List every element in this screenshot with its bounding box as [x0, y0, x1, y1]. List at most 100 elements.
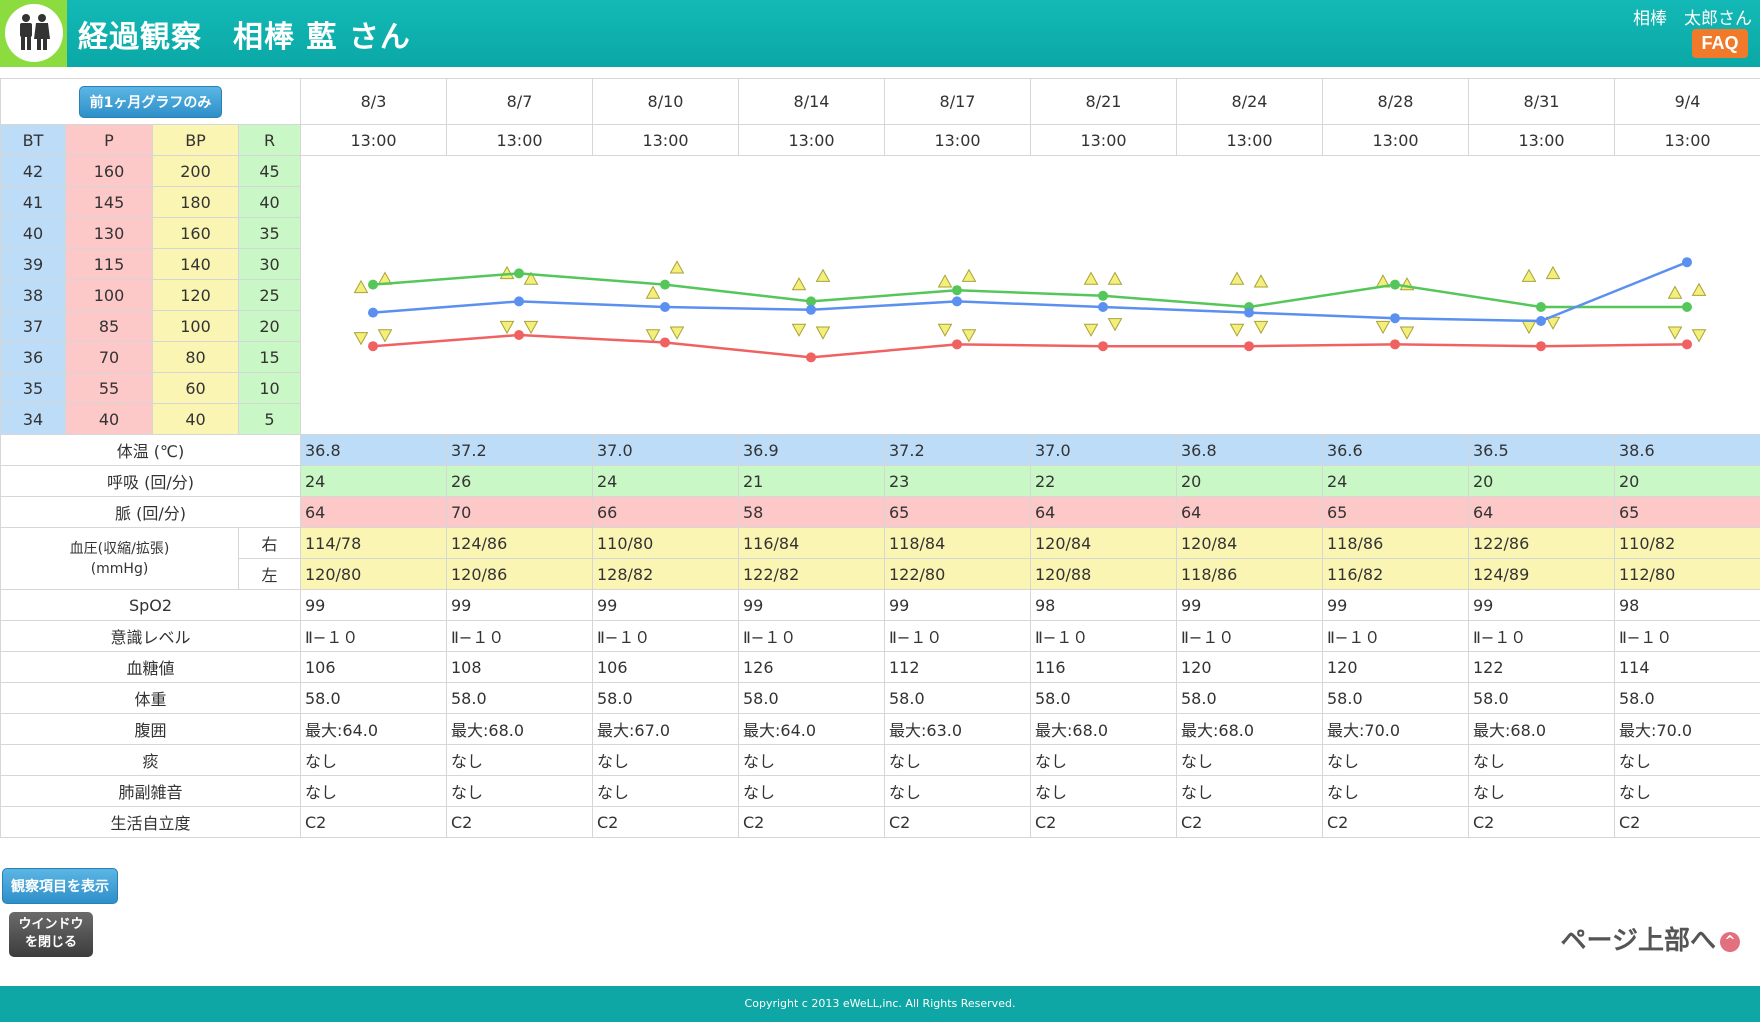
observation-value[interactable]: 58.0	[1614, 682, 1760, 714]
date-header[interactable]: 8/3	[300, 78, 447, 125]
observation-value[interactable]: 58.0	[592, 682, 739, 714]
observation-value[interactable]: C2	[446, 806, 593, 838]
date-header[interactable]: 9/4	[1614, 78, 1760, 125]
observation-value[interactable]: Ⅱ−１０	[1322, 620, 1469, 652]
observation-value[interactable]: なし	[1322, 744, 1469, 776]
observation-value[interactable]: なし	[1176, 744, 1323, 776]
vital-value[interactable]: 64	[300, 496, 447, 528]
vital-value[interactable]: 20	[1614, 465, 1760, 497]
vital-value[interactable]: 24	[1322, 465, 1469, 497]
observation-value[interactable]: 最大:70.0	[1614, 713, 1760, 745]
observation-value[interactable]: 106	[300, 651, 447, 683]
date-header[interactable]: 8/28	[1322, 78, 1469, 125]
bp-value[interactable]: 114/78	[300, 527, 447, 559]
observation-value[interactable]: なし	[1030, 744, 1177, 776]
vital-value[interactable]: 37.0	[592, 434, 739, 466]
vital-value[interactable]: 70	[446, 496, 593, 528]
vital-value[interactable]: 21	[738, 465, 885, 497]
bp-value[interactable]: 110/82	[1614, 527, 1760, 559]
vital-value[interactable]: 36.9	[738, 434, 885, 466]
observation-value[interactable]: C2	[300, 806, 447, 838]
vital-value[interactable]: 24	[300, 465, 447, 497]
observation-value[interactable]: 126	[738, 651, 885, 683]
observation-value[interactable]: 98	[1614, 589, 1760, 621]
observation-value[interactable]: 120	[1176, 651, 1323, 683]
observation-value[interactable]: なし	[884, 744, 1031, 776]
bp-value[interactable]: 120/86	[446, 558, 593, 590]
faq-button[interactable]: FAQ	[1692, 29, 1748, 58]
observation-value[interactable]: 114	[1614, 651, 1760, 683]
observation-value[interactable]: C2	[1030, 806, 1177, 838]
vital-value[interactable]: 66	[592, 496, 739, 528]
bp-value[interactable]: 124/89	[1468, 558, 1615, 590]
observation-value[interactable]: なし	[1614, 744, 1760, 776]
vital-value[interactable]: 26	[446, 465, 593, 497]
vital-value[interactable]: 22	[1030, 465, 1177, 497]
observation-value[interactable]: なし	[1030, 775, 1177, 807]
vital-value[interactable]: 36.8	[300, 434, 447, 466]
date-header[interactable]: 8/10	[592, 78, 739, 125]
observation-value[interactable]: 99	[1176, 589, 1323, 621]
vital-value[interactable]: 20	[1176, 465, 1323, 497]
observation-value[interactable]: C2	[1176, 806, 1323, 838]
vital-value[interactable]: 20	[1468, 465, 1615, 497]
observation-value[interactable]: なし	[300, 775, 447, 807]
observation-value[interactable]: 99	[300, 589, 447, 621]
observation-value[interactable]: 最大:68.0	[446, 713, 593, 745]
observation-value[interactable]: 112	[884, 651, 1031, 683]
observation-value[interactable]: 最大:70.0	[1322, 713, 1469, 745]
date-header[interactable]: 8/24	[1176, 78, 1323, 125]
show-items-button[interactable]: 観察項目を表示	[2, 868, 118, 904]
observation-value[interactable]: 最大:67.0	[592, 713, 739, 745]
observation-value[interactable]: なし	[1322, 775, 1469, 807]
observation-value[interactable]: なし	[1176, 775, 1323, 807]
bp-value[interactable]: 116/82	[1322, 558, 1469, 590]
bp-value[interactable]: 116/84	[738, 527, 885, 559]
observation-value[interactable]: C2	[1468, 806, 1615, 838]
vital-value[interactable]: 65	[884, 496, 1031, 528]
observation-value[interactable]: 106	[592, 651, 739, 683]
vital-value[interactable]: 65	[1614, 496, 1760, 528]
observation-value[interactable]: 99	[1468, 589, 1615, 621]
bp-value[interactable]: 122/86	[1468, 527, 1615, 559]
observation-value[interactable]: 最大:68.0	[1468, 713, 1615, 745]
observation-value[interactable]: C2	[738, 806, 885, 838]
observation-value[interactable]: なし	[738, 744, 885, 776]
date-header[interactable]: 8/21	[1030, 78, 1177, 125]
vital-value[interactable]: 37.2	[446, 434, 593, 466]
observation-value[interactable]: Ⅱ−１０	[884, 620, 1031, 652]
observation-value[interactable]: 99	[884, 589, 1031, 621]
vital-value[interactable]: 65	[1322, 496, 1469, 528]
vital-value[interactable]: 36.6	[1322, 434, 1469, 466]
observation-value[interactable]: 99	[592, 589, 739, 621]
observation-value[interactable]: 58.0	[300, 682, 447, 714]
vital-value[interactable]: 36.8	[1176, 434, 1323, 466]
observation-value[interactable]: なし	[446, 744, 593, 776]
observation-value[interactable]: Ⅱ−１０	[592, 620, 739, 652]
vital-value[interactable]: 36.5	[1468, 434, 1615, 466]
observation-value[interactable]: 最大:64.0	[300, 713, 447, 745]
observation-value[interactable]: 58.0	[446, 682, 593, 714]
bp-value[interactable]: 120/84	[1030, 527, 1177, 559]
observation-value[interactable]: 最大:64.0	[738, 713, 885, 745]
bp-value[interactable]: 122/82	[738, 558, 885, 590]
vital-value[interactable]: 37.0	[1030, 434, 1177, 466]
observation-value[interactable]: 99	[446, 589, 593, 621]
observation-value[interactable]: なし	[300, 744, 447, 776]
observation-value[interactable]: Ⅱ−１０	[1468, 620, 1615, 652]
month-graph-button[interactable]: 前1ヶ月グラフのみ	[78, 85, 223, 118]
observation-value[interactable]: 99	[738, 589, 885, 621]
vital-value[interactable]: 58	[738, 496, 885, 528]
bp-value[interactable]: 118/86	[1322, 527, 1469, 559]
observation-value[interactable]: C2	[1322, 806, 1469, 838]
observation-value[interactable]: C2	[1614, 806, 1760, 838]
vital-value[interactable]: 64	[1468, 496, 1615, 528]
close-window-button[interactable]: ウインドウ を閉じる	[9, 912, 93, 957]
observation-value[interactable]: なし	[446, 775, 593, 807]
bp-value[interactable]: 110/80	[592, 527, 739, 559]
observation-value[interactable]: 98	[1030, 589, 1177, 621]
observation-value[interactable]: 120	[1322, 651, 1469, 683]
vital-value[interactable]: 64	[1030, 496, 1177, 528]
observation-value[interactable]: 99	[1322, 589, 1469, 621]
observation-value[interactable]: なし	[738, 775, 885, 807]
